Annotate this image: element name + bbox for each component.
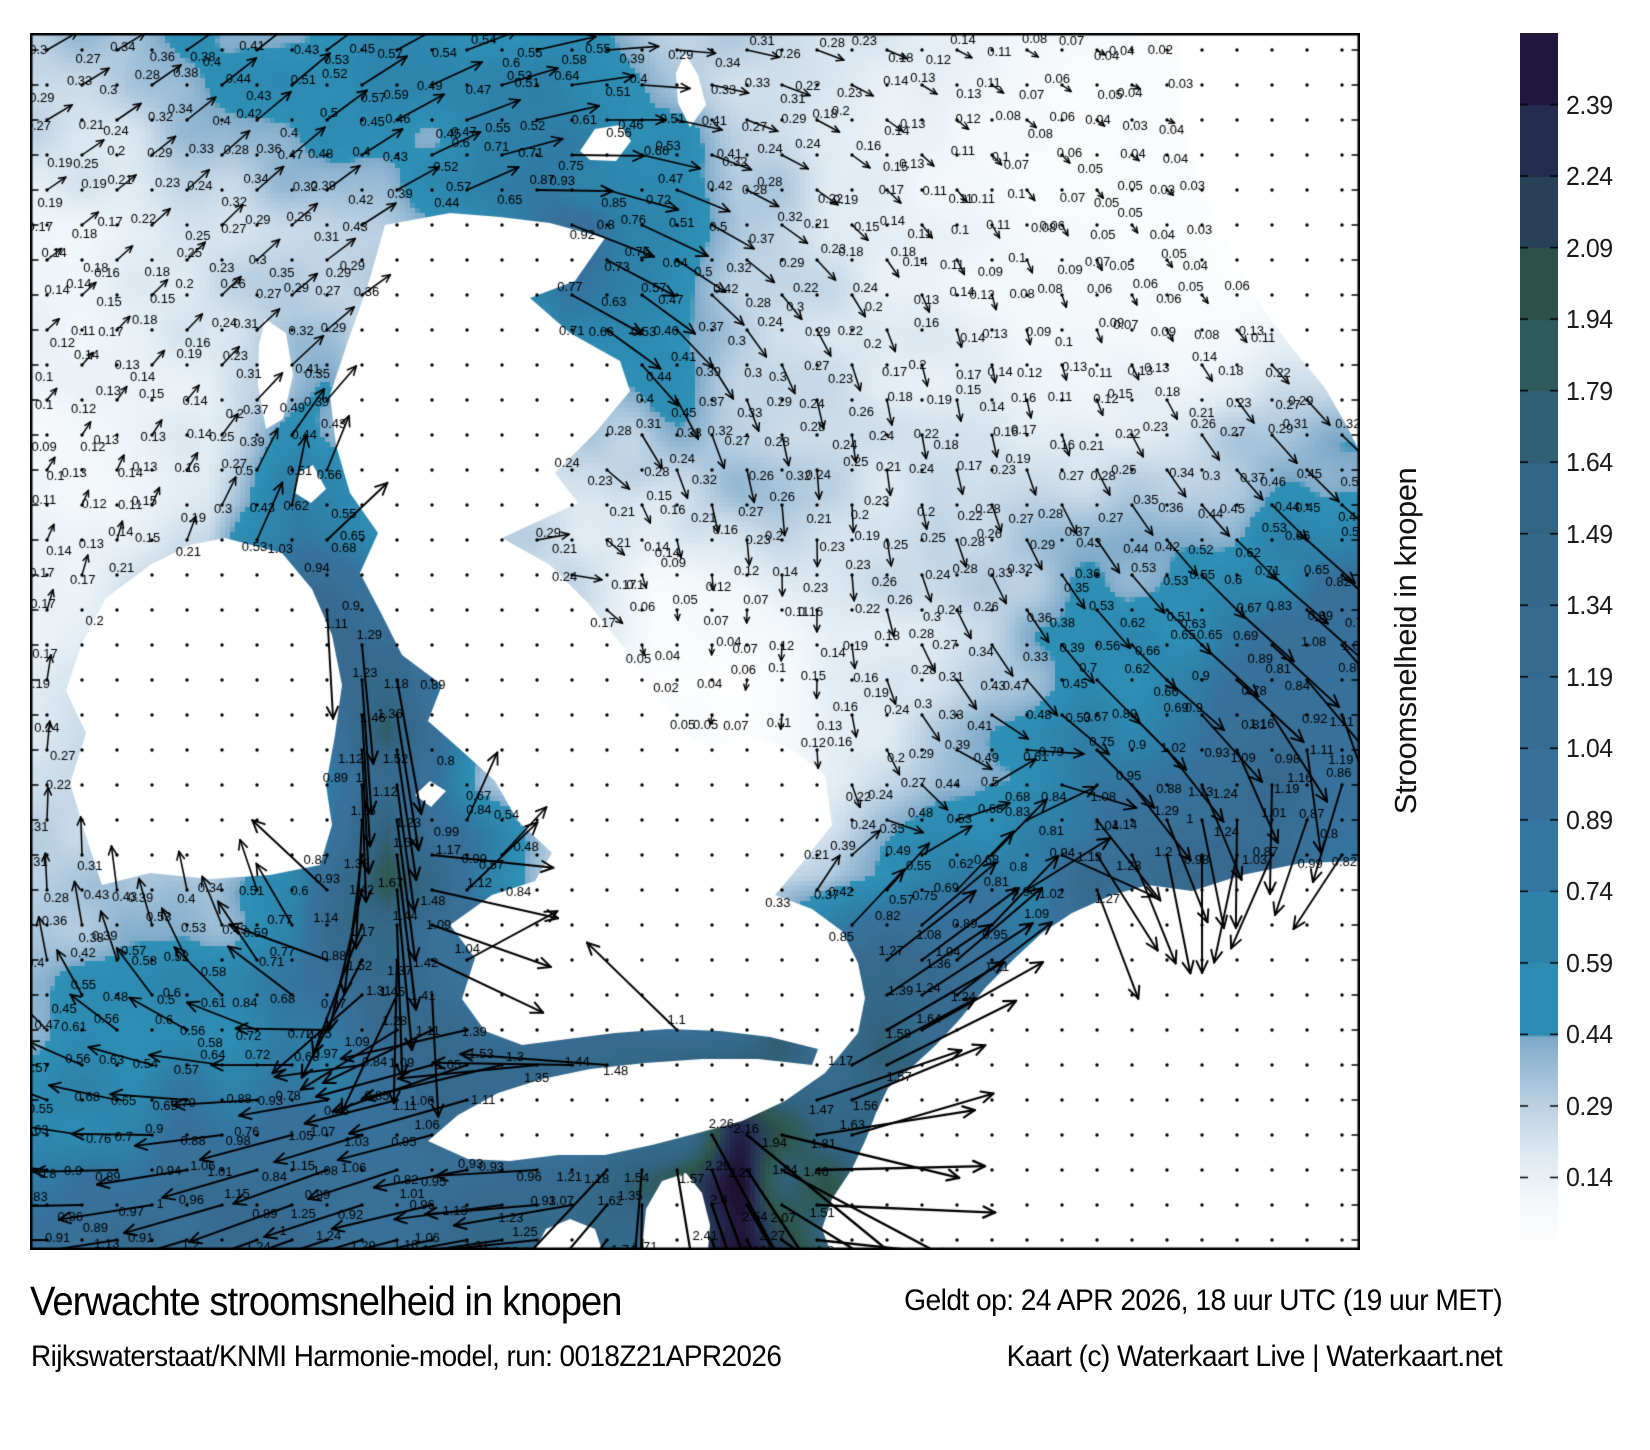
colorbar-gradient bbox=[1520, 33, 1558, 1250]
map-title: Verwachte stroomsnelheid in knopen bbox=[30, 1278, 622, 1324]
colorbar-tick-label: 0.74 bbox=[1566, 876, 1613, 907]
colorbar-tick-label: 1.94 bbox=[1566, 304, 1613, 335]
colorbar-tick-label: 2.24 bbox=[1566, 161, 1613, 192]
colorbar-tick-label: 1.79 bbox=[1566, 375, 1613, 406]
colorbar-tick-label: 0.44 bbox=[1566, 1019, 1613, 1050]
copyright: Kaart (c) Waterkaart Live | Waterkaart.n… bbox=[1006, 1340, 1502, 1373]
colorbar-tick-label: 1.49 bbox=[1566, 518, 1613, 549]
colorbar-tick-label: 0.14 bbox=[1566, 1162, 1613, 1193]
colorbar-tick-label: 2.09 bbox=[1566, 232, 1613, 263]
colorbar-tick-label: 1.04 bbox=[1566, 733, 1613, 764]
colorbar-title: Stroomsnelheid in knopen bbox=[1388, 467, 1423, 815]
colorbar: 2.39 2.24 2.09 1.94 1.79 1.64 1.49 1.34 1.19 1.04… bbox=[1520, 33, 1650, 1250]
colorbar-tick-label: 1.64 bbox=[1566, 447, 1613, 478]
map-canvas bbox=[30, 33, 1360, 1250]
colorbar-tick-label: 0.89 bbox=[1566, 804, 1613, 835]
colorbar-tick-label: 0.29 bbox=[1566, 1090, 1613, 1121]
colorbar-tick-label: 2.39 bbox=[1566, 89, 1613, 120]
current-speed-map bbox=[30, 33, 1360, 1250]
colorbar-tick-label: 1.34 bbox=[1566, 590, 1613, 621]
colorbar-tick-label: 1.19 bbox=[1566, 661, 1613, 692]
colorbar-tick-label: 0.59 bbox=[1566, 947, 1613, 978]
model-run-info: Rijkswaterstaat/KNMI Harmonie-model, run… bbox=[31, 1340, 782, 1373]
valid-time: Geldt op: 24 APR 2026, 18 uur UTC (19 uu… bbox=[904, 1284, 1502, 1317]
